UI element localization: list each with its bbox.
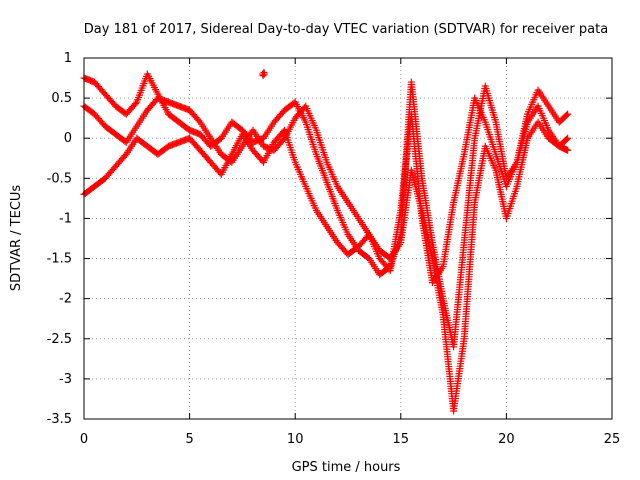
x-tick-label: 5 [185,432,193,447]
x-tick-label: 0 [80,432,88,447]
series-track-2 [80,94,572,415]
data-point [260,70,268,78]
chart-title: Day 181 of 2017, Sidereal Day-to-day VTE… [84,22,608,37]
data-point [563,135,571,143]
data-point [195,117,203,125]
series-isolated [259,68,268,80]
y-tick-label: -3 [59,372,72,387]
y-tick-label: -3.5 [47,412,72,427]
data-point [564,134,572,142]
plot-frame [83,57,613,420]
data-point [563,111,571,119]
grid [84,58,612,419]
y-tick-label: -0.5 [47,171,72,186]
y-tick-labels: 1 0.5 0 -0.5 -1 -1.5 -2 -2.5 -3 -3.5 [47,51,72,427]
y-tick-label: -1 [59,211,72,226]
data-point [121,152,129,160]
y-axis-title: SDTVAR / TECUs [9,185,24,292]
x-tick-label: 25 [604,432,621,447]
data-point [564,110,572,118]
x-tick-label: 10 [287,432,304,447]
x-tick-label: 20 [498,432,515,447]
series-track-3 [80,94,572,287]
x-tick-label: 15 [393,432,410,447]
data-point [564,146,572,154]
series-track-1 [80,70,572,351]
y-tick-label: -1.5 [47,252,72,267]
data-point [131,100,139,108]
x-tick-labels: 0 5 10 15 20 25 [80,432,620,447]
y-tick-label: 1 [64,51,72,66]
data-marks [80,68,572,415]
y-tick-label: -2 [59,292,72,307]
axis-ticks [83,57,613,420]
x-axis-title: GPS time / hours [292,460,401,475]
y-tick-label: -2.5 [47,332,72,347]
y-tick-label: 0 [64,131,72,146]
y-tick-label: 0.5 [51,91,72,106]
